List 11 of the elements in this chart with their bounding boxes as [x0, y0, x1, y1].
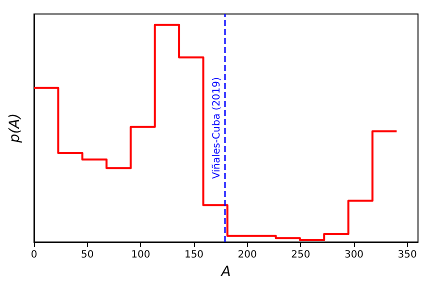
ref-line-label: Viñales-Cuba (2019)	[211, 76, 222, 179]
x-tick-label: 300	[344, 250, 364, 260]
x-axis-title: A	[220, 264, 231, 280]
x-tick-label: 350	[398, 250, 417, 260]
x-tick-label: 150	[184, 250, 204, 260]
y-axis-title: p(A)	[7, 113, 23, 144]
x-tick-label: 0	[30, 250, 38, 260]
x-tick-label: 50	[80, 250, 94, 260]
x-tick-label: 100	[131, 250, 150, 260]
x-tick-label: 200	[238, 250, 257, 260]
x-tick-label: 250	[291, 250, 310, 260]
